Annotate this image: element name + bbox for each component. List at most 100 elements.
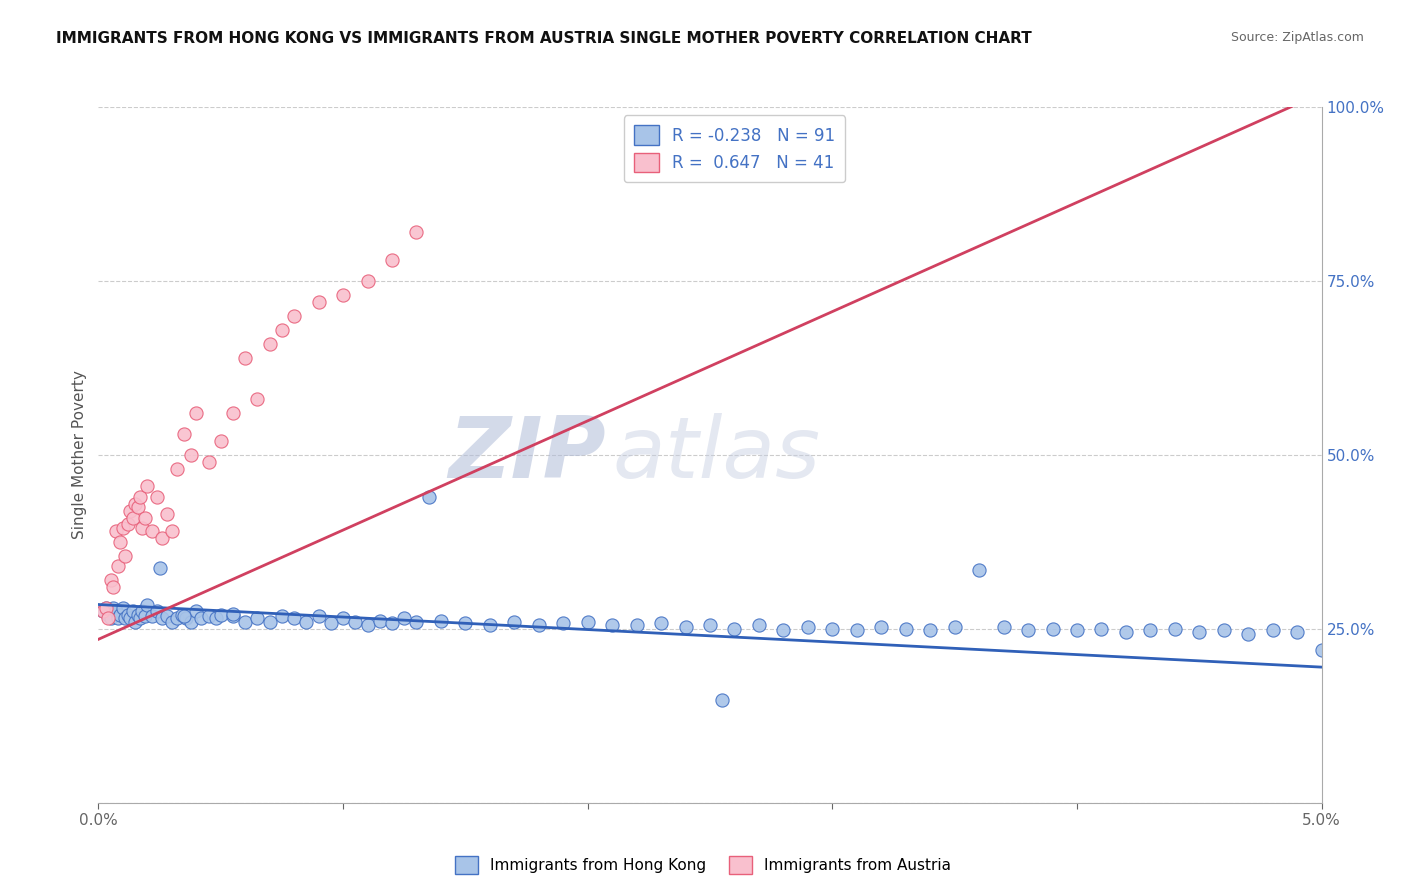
Text: Source: ZipAtlas.com: Source: ZipAtlas.com bbox=[1230, 31, 1364, 45]
Point bbox=[104, 605, 127, 619]
Point bbox=[233, 615, 256, 629]
Point bbox=[772, 624, 794, 638]
Point bbox=[114, 549, 136, 563]
Y-axis label: Single Mother Poverty: Single Mother Poverty bbox=[72, 370, 87, 540]
Point bbox=[405, 225, 427, 239]
Point bbox=[97, 607, 120, 622]
Point bbox=[190, 611, 212, 625]
Point bbox=[176, 611, 198, 625]
Point bbox=[576, 615, 599, 629]
Point bbox=[129, 490, 152, 504]
Point bbox=[136, 479, 159, 493]
Point bbox=[418, 490, 440, 504]
Point bbox=[197, 609, 219, 624]
Point bbox=[222, 607, 245, 621]
Point bbox=[553, 616, 575, 631]
Point bbox=[173, 427, 195, 442]
Point bbox=[270, 609, 294, 624]
Point bbox=[131, 521, 153, 535]
Point bbox=[156, 609, 179, 624]
Point bbox=[97, 611, 120, 625]
Point bbox=[127, 607, 149, 622]
Point bbox=[332, 288, 354, 302]
Point bbox=[146, 605, 169, 619]
Point bbox=[107, 611, 129, 625]
Point bbox=[1261, 624, 1284, 638]
Point bbox=[129, 611, 152, 625]
Point bbox=[156, 507, 179, 521]
Point bbox=[821, 622, 844, 636]
Point bbox=[111, 601, 134, 615]
Point bbox=[1115, 625, 1137, 640]
Point bbox=[114, 611, 136, 625]
Point bbox=[381, 253, 404, 268]
Point bbox=[650, 616, 672, 631]
Legend: R = -0.238   N = 91, R =  0.647   N = 41: R = -0.238 N = 91, R = 0.647 N = 41 bbox=[624, 115, 845, 182]
Point bbox=[699, 618, 721, 632]
Point bbox=[186, 605, 208, 619]
Point bbox=[356, 274, 378, 288]
Point bbox=[308, 294, 330, 309]
Point bbox=[748, 618, 770, 632]
Point bbox=[675, 620, 697, 634]
Point bbox=[503, 615, 526, 629]
Point bbox=[134, 609, 156, 624]
Point bbox=[1042, 622, 1064, 636]
Point bbox=[368, 614, 391, 628]
Point bbox=[405, 615, 427, 629]
Point bbox=[150, 611, 173, 625]
Point bbox=[845, 624, 868, 638]
Point bbox=[141, 524, 163, 539]
Point bbox=[723, 622, 745, 636]
Point bbox=[94, 601, 117, 615]
Point bbox=[967, 563, 990, 577]
Point bbox=[527, 618, 550, 632]
Point bbox=[124, 615, 146, 629]
Point bbox=[100, 573, 122, 587]
Point bbox=[120, 503, 142, 517]
Point bbox=[205, 611, 228, 625]
Point bbox=[430, 614, 453, 628]
Point bbox=[319, 616, 342, 631]
Point bbox=[870, 620, 893, 634]
Point bbox=[1188, 625, 1211, 640]
Point bbox=[111, 521, 134, 535]
Text: atlas: atlas bbox=[612, 413, 820, 497]
Point bbox=[1066, 624, 1088, 638]
Point bbox=[797, 620, 820, 634]
Point bbox=[246, 611, 269, 625]
Point bbox=[344, 615, 367, 629]
Point bbox=[197, 455, 219, 469]
Point bbox=[100, 611, 122, 625]
Text: IMMIGRANTS FROM HONG KONG VS IMMIGRANTS FROM AUSTRIA SINGLE MOTHER POVERTY CORRE: IMMIGRANTS FROM HONG KONG VS IMMIGRANTS … bbox=[56, 31, 1032, 46]
Point bbox=[1164, 622, 1187, 636]
Point bbox=[478, 618, 501, 632]
Point bbox=[141, 609, 163, 624]
Point bbox=[233, 351, 256, 365]
Point bbox=[110, 607, 132, 622]
Point bbox=[943, 620, 966, 634]
Point bbox=[104, 524, 127, 539]
Point bbox=[101, 601, 124, 615]
Point bbox=[270, 323, 294, 337]
Point bbox=[1286, 625, 1309, 640]
Point bbox=[107, 559, 129, 574]
Point bbox=[600, 617, 623, 632]
Point bbox=[160, 615, 183, 629]
Point bbox=[1237, 627, 1260, 641]
Point bbox=[222, 406, 245, 420]
Point bbox=[110, 535, 132, 549]
Point bbox=[246, 392, 269, 407]
Point bbox=[1212, 624, 1234, 638]
Point bbox=[454, 616, 477, 631]
Point bbox=[626, 618, 648, 632]
Point bbox=[149, 560, 172, 574]
Point bbox=[166, 462, 188, 476]
Point bbox=[1310, 642, 1333, 657]
Point bbox=[308, 609, 330, 624]
Point bbox=[920, 624, 942, 638]
Point bbox=[166, 611, 188, 625]
Point bbox=[283, 309, 305, 323]
Point bbox=[160, 524, 183, 539]
Point bbox=[259, 615, 281, 629]
